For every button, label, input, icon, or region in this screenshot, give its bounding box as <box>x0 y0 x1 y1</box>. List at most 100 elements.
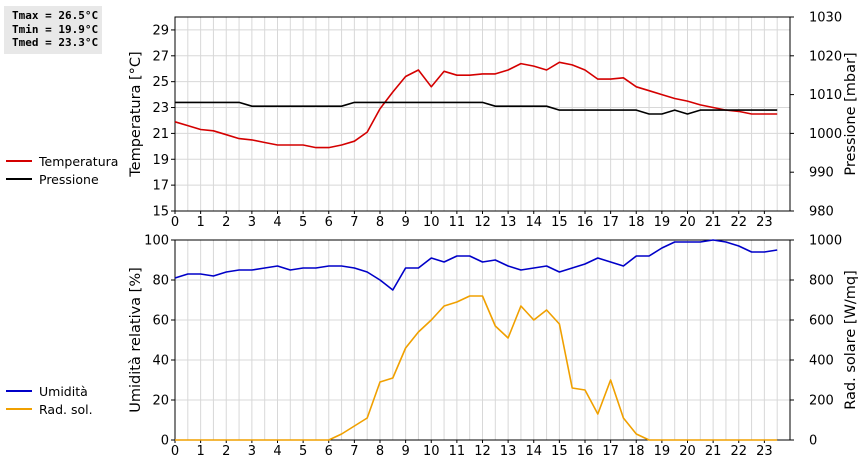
ytick-left-label: 80 <box>152 274 169 289</box>
xtick-label: 17 <box>602 215 619 230</box>
legend-item-pressure: Pressione <box>6 170 118 188</box>
xtick-label: 4 <box>273 444 281 459</box>
xtick-label: 7 <box>350 215 358 230</box>
xtick-label: 15 <box>551 215 568 230</box>
xtick-label: 18 <box>628 215 645 230</box>
xtick-label: 16 <box>577 215 594 230</box>
xtick-label: 13 <box>500 215 517 230</box>
ytick-left-label: 0 <box>161 434 169 449</box>
xtick-label: 20 <box>679 444 696 459</box>
legend-swatch-pressure <box>6 178 32 180</box>
xtick-label: 9 <box>401 444 409 459</box>
xtick-label: 20 <box>679 215 696 230</box>
stats-tmed: Tmed = 23.3°C <box>12 36 99 49</box>
xtick-label: 9 <box>401 215 409 230</box>
xtick-label: 3 <box>248 215 256 230</box>
xtick-label: 2 <box>222 215 230 230</box>
ylabel-left: Temperatura [°C] <box>128 51 144 177</box>
series-line-rad-sol <box>175 295 778 441</box>
xtick-label: 21 <box>705 444 722 459</box>
xtick-label: 23 <box>756 444 773 459</box>
xtick-label: 10 <box>423 215 440 230</box>
legend-label-solar: Rad. sol. <box>39 401 93 417</box>
xtick-label: 15 <box>551 444 568 459</box>
stats-box: Tmax = 26.5°C Tmin = 19.9°C Tmed = 23.3°… <box>4 6 102 54</box>
xtick-label: 8 <box>376 444 384 459</box>
ytick-right-label: 1000 <box>809 234 842 249</box>
stats-tmin: Tmin = 19.9°C <box>12 22 99 36</box>
ytick-right-label: 990 <box>809 166 834 181</box>
ytick-left-label: 25 <box>152 75 169 90</box>
ytick-right-label: 1000 <box>809 127 842 142</box>
legend-item-humidity: Umidità <box>6 382 93 400</box>
xtick-label: 17 <box>602 444 619 459</box>
ytick-left-label: 15 <box>152 205 169 220</box>
xtick-label: 11 <box>449 444 466 459</box>
ylabel-right: Rad. solare [W/mq] <box>843 270 859 409</box>
xtick-label: 6 <box>325 444 333 459</box>
legend-item-solar: Rad. sol. <box>6 400 93 418</box>
xtick-label: 21 <box>705 215 722 230</box>
ytick-left-label: 19 <box>152 153 169 168</box>
ytick-left-label: 29 <box>152 23 169 38</box>
ylabel-right: Pressione [mbar] <box>843 52 859 175</box>
xtick-label: 5 <box>299 215 307 230</box>
ytick-right-label: 200 <box>809 394 834 409</box>
xtick-label: 23 <box>756 215 773 230</box>
legend-label-pressure: Pressione <box>39 171 99 187</box>
xtick-label: 16 <box>577 444 594 459</box>
ytick-right-label: 1020 <box>809 49 842 64</box>
xtick-label: 19 <box>654 444 671 459</box>
ytick-right-label: 400 <box>809 354 834 369</box>
xtick-label: 2 <box>222 444 230 459</box>
xtick-label: 0 <box>171 444 179 459</box>
xtick-label: 1 <box>196 215 204 230</box>
ytick-right-label: 980 <box>809 205 834 220</box>
legend-item-temperature: Temperatura <box>6 152 118 170</box>
ylabel-left: Umidità relativa [%] <box>128 267 144 413</box>
xtick-label: 3 <box>248 444 256 459</box>
series-line-pressione <box>175 101 778 115</box>
ytick-right-label: 1010 <box>809 88 842 103</box>
xtick-label: 10 <box>423 444 440 459</box>
ytick-left-label: 27 <box>152 49 169 64</box>
legend-swatch-humidity <box>6 390 32 392</box>
legend-swatch-temperature <box>6 160 32 162</box>
xtick-label: 5 <box>299 444 307 459</box>
xtick-label: 4 <box>273 215 281 230</box>
xtick-label: 0 <box>171 215 179 230</box>
legend-label-temperature: Temperatura <box>39 153 119 169</box>
xtick-label: 12 <box>474 215 491 230</box>
xtick-label: 7 <box>350 444 358 459</box>
legend-bottom: Umidità Rad. sol. <box>6 382 93 418</box>
series-line-temperatura <box>174 61 778 149</box>
ytick-left-label: 23 <box>152 101 169 116</box>
xtick-label: 14 <box>525 444 542 459</box>
ytick-left-label: 20 <box>152 394 169 409</box>
xtick-label: 14 <box>525 215 542 230</box>
xtick-label: 12 <box>474 444 491 459</box>
xtick-label: 8 <box>376 215 384 230</box>
xtick-label: 18 <box>628 444 645 459</box>
ytick-left-label: 40 <box>152 354 169 369</box>
ytick-right-label: 800 <box>809 274 834 289</box>
ytick-right-label: 600 <box>809 314 834 329</box>
series-line-umidit <box>174 239 778 291</box>
xtick-label: 1 <box>196 444 204 459</box>
ytick-left-label: 60 <box>152 314 169 329</box>
xtick-label: 22 <box>730 444 747 459</box>
xtick-label: 19 <box>654 215 671 230</box>
ytick-right-label: 0 <box>809 434 817 449</box>
ytick-left-label: 100 <box>144 234 169 249</box>
xtick-label: 6 <box>325 215 333 230</box>
stats-tmax: Tmax = 26.5°C <box>12 9 99 22</box>
ytick-right-label: 1030 <box>809 11 842 26</box>
ytick-left-label: 17 <box>152 179 169 194</box>
xtick-label: 13 <box>500 444 517 459</box>
legend-swatch-solar <box>6 408 32 410</box>
legend-label-humidity: Umidità <box>39 383 88 399</box>
ytick-left-label: 21 <box>152 127 169 142</box>
xtick-label: 22 <box>730 215 747 230</box>
xtick-label: 11 <box>449 215 466 230</box>
